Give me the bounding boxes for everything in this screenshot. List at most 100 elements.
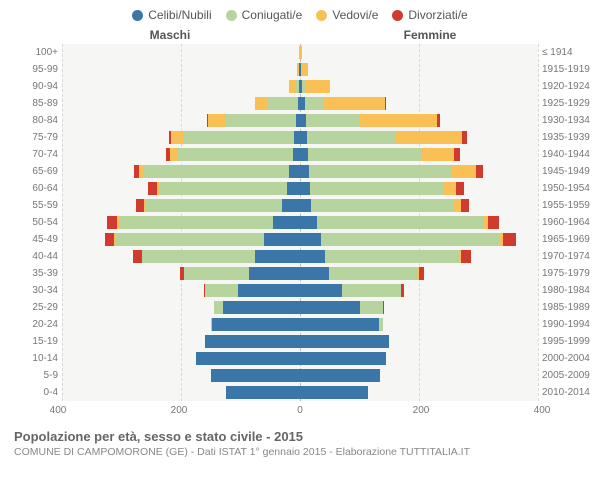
age-label: 30-34 xyxy=(8,282,58,299)
segment xyxy=(305,97,323,110)
segment xyxy=(142,250,255,263)
segment xyxy=(119,216,274,229)
female-bar xyxy=(300,386,538,399)
legend-label: Celibi/Nubili xyxy=(148,8,211,22)
legend-swatch xyxy=(226,10,237,21)
birth-label: 1930-1934 xyxy=(542,112,592,129)
male-bar xyxy=(62,233,300,246)
male-bar xyxy=(62,284,300,297)
segment xyxy=(300,267,329,280)
male-bar xyxy=(62,199,300,212)
segment xyxy=(300,284,342,297)
segment xyxy=(300,250,325,263)
segment xyxy=(300,352,386,365)
birth-label: 1955-1959 xyxy=(542,197,592,214)
female-bar xyxy=(300,97,538,110)
segment xyxy=(401,284,403,297)
segment xyxy=(255,97,268,110)
segment xyxy=(317,216,484,229)
birth-label: 1975-1979 xyxy=(542,265,592,282)
segment xyxy=(419,267,424,280)
segment xyxy=(342,284,402,297)
male-bar xyxy=(62,318,300,331)
segment xyxy=(300,335,389,348)
segment xyxy=(309,165,452,178)
birth-label: 1980-1984 xyxy=(542,282,592,299)
segment xyxy=(238,284,300,297)
yaxis-left-label: Fasce di età xyxy=(0,160,2,223)
segment xyxy=(205,284,238,297)
legend-label: Coniugati/e xyxy=(242,8,303,22)
bar-row xyxy=(62,112,538,129)
female-bar xyxy=(300,216,538,229)
segment xyxy=(300,148,308,161)
age-label: 100+ xyxy=(8,44,58,61)
segment xyxy=(300,199,311,212)
birth-label: 1935-1939 xyxy=(542,129,592,146)
segment xyxy=(300,131,307,144)
segment xyxy=(383,301,384,314)
age-label: 75-79 xyxy=(8,129,58,146)
segment xyxy=(396,131,461,144)
birth-label: 1915-1919 xyxy=(542,61,592,78)
birth-label: 2005-2009 xyxy=(542,367,592,384)
segment xyxy=(454,148,460,161)
male-bar xyxy=(62,267,300,280)
segment xyxy=(300,318,379,331)
segment xyxy=(268,97,298,110)
segment xyxy=(177,148,293,161)
birth-label: 2000-2004 xyxy=(542,350,592,367)
segment xyxy=(300,46,302,59)
male-bar xyxy=(62,301,300,314)
birth-label: 1995-1999 xyxy=(542,333,592,350)
segment xyxy=(385,97,386,110)
legend-swatch xyxy=(316,10,327,21)
male-bar xyxy=(62,131,300,144)
segment xyxy=(454,199,461,212)
header-female: Femmine xyxy=(310,28,550,42)
segment xyxy=(159,182,287,195)
segment xyxy=(311,199,454,212)
bar-row xyxy=(62,248,538,265)
segment xyxy=(488,216,499,229)
male-bar xyxy=(62,80,300,93)
bar-row xyxy=(62,78,538,95)
birth-label: 1965-1969 xyxy=(542,231,592,248)
birth-label: 1990-1994 xyxy=(542,316,592,333)
xtick: 200 xyxy=(413,405,430,416)
age-label: 45-49 xyxy=(8,231,58,248)
segment xyxy=(289,165,300,178)
female-bar xyxy=(300,267,538,280)
birth-label: 2010-2014 xyxy=(542,384,592,401)
segment xyxy=(205,335,300,348)
segment xyxy=(307,131,396,144)
female-bar xyxy=(300,80,538,93)
segment xyxy=(300,182,310,195)
segment xyxy=(476,165,483,178)
segment xyxy=(144,165,290,178)
segment xyxy=(107,216,118,229)
age-label: 90-94 xyxy=(8,78,58,95)
bar-row xyxy=(62,299,538,316)
bar-row xyxy=(62,282,538,299)
segment xyxy=(321,233,500,246)
legend-label: Vedovi/e xyxy=(332,8,378,22)
age-label: 35-39 xyxy=(8,265,58,282)
segment xyxy=(329,267,418,280)
age-label: 65-69 xyxy=(8,163,58,180)
segment xyxy=(300,301,360,314)
segment xyxy=(323,97,385,110)
segment xyxy=(437,114,441,127)
female-bar xyxy=(300,46,538,59)
female-bar xyxy=(300,233,538,246)
age-label: 0-4 xyxy=(8,384,58,401)
segment xyxy=(282,199,300,212)
segment xyxy=(305,80,330,93)
segment xyxy=(308,148,421,161)
bar-row xyxy=(62,384,538,401)
legend-item: Divorziati/e xyxy=(392,8,467,22)
segment xyxy=(379,318,384,331)
male-bar xyxy=(62,216,300,229)
age-label: 25-29 xyxy=(8,299,58,316)
bar-row xyxy=(62,44,538,61)
